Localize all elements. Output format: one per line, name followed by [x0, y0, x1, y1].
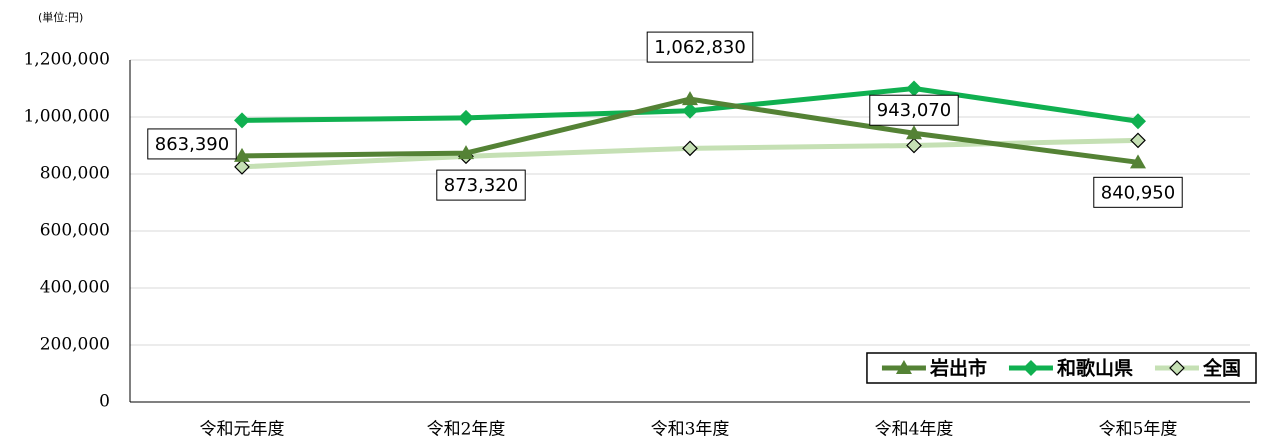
data-label: 1,062,830	[654, 37, 746, 58]
legend-label: 全国	[1202, 357, 1241, 380]
marker	[458, 109, 474, 126]
marker	[1169, 360, 1185, 376]
marker	[458, 145, 474, 160]
marker	[1130, 154, 1146, 169]
marker	[234, 147, 250, 162]
data-label-group: 840,950	[1093, 176, 1183, 208]
data-label: 863,390	[155, 134, 229, 155]
data-label-box	[869, 94, 959, 126]
x-tick-label: 令和3年度	[651, 420, 730, 439]
legend: 岩出市 和歌山県 全国	[866, 352, 1257, 384]
marker	[906, 125, 922, 140]
data-label: 840,950	[1101, 182, 1175, 203]
x-tick-label: 令和元年度	[200, 420, 285, 439]
marker	[234, 112, 250, 129]
unit-label: (単位:円)	[38, 10, 83, 24]
marker	[1130, 113, 1146, 130]
marker	[895, 360, 912, 374]
y-tick-label: 400,000	[40, 278, 110, 298]
marker	[234, 159, 250, 175]
marker	[682, 91, 698, 106]
data-label-box	[1093, 176, 1183, 208]
legend-label: 和歌山県	[1057, 357, 1133, 380]
marker	[906, 137, 922, 154]
data-label-group: 863,390	[147, 128, 237, 160]
data-label-group: 873,320	[436, 169, 526, 201]
data-label-box	[646, 31, 754, 63]
legend-label: 岩出市	[929, 357, 987, 380]
data-label-group: 943,070	[869, 94, 959, 126]
y-tick-label: 1,200,000	[23, 50, 110, 70]
y-tick-label: 600,000	[40, 221, 110, 241]
data-label-box	[436, 169, 526, 201]
data-label-group: 1,062,830	[646, 31, 754, 63]
data-label: 873,320	[444, 175, 518, 196]
y-tick-label: 1,000,000	[23, 107, 110, 127]
legend-item: 全国	[1154, 357, 1241, 380]
y-tick-label: 200,000	[40, 335, 110, 355]
marker	[682, 140, 698, 157]
legend-item: 岩出市	[881, 357, 987, 380]
marker	[906, 80, 922, 97]
marker	[682, 102, 698, 119]
y-tick-label: 800,000	[40, 164, 110, 184]
marker	[1022, 360, 1039, 376]
x-tick-label: 令和5年度	[1099, 420, 1178, 439]
data-label: 943,070	[877, 100, 951, 121]
data-label-box	[147, 128, 237, 160]
x-tick-label: 令和4年度	[875, 420, 954, 439]
y-tick-label: 0	[99, 392, 110, 412]
x-tick-label: 令和2年度	[427, 420, 506, 439]
marker	[1130, 132, 1146, 149]
legend-item: 和歌山県	[1008, 357, 1133, 380]
